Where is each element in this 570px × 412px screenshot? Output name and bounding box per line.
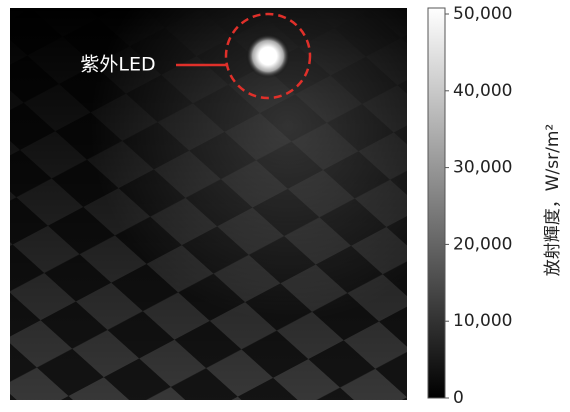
tick-label: 40,000 [453, 81, 512, 101]
annotation: 紫外LED [80, 54, 155, 76]
tick-label: 20,000 [453, 234, 512, 254]
tick-label: 50,000 [453, 4, 512, 24]
photo: 紫外LED [10, 8, 407, 400]
tick-label: 10,000 [453, 311, 512, 331]
tick-label: 0 [453, 388, 464, 408]
figure: 紫外LED 放射輝度，W/sr/m² 0 10,000 20,000 30,000 40… [0, 0, 570, 408]
tick-label: 30,000 [453, 158, 512, 178]
colorbar [428, 8, 445, 398]
colorbar-label: 放射輝度，W/sr/m² [543, 124, 563, 277]
